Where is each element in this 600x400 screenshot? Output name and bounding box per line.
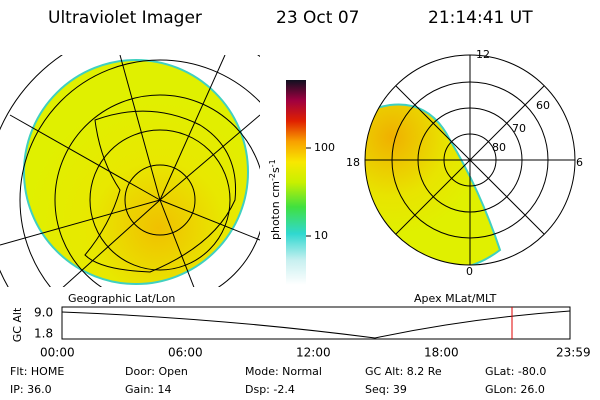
mlt-label: 6 [576, 156, 583, 169]
lat-label: 70 [512, 122, 526, 135]
timeline-x-label: 18:00 [424, 346, 459, 360]
date: 23 Oct 07 [276, 8, 359, 28]
unit: photon cm [269, 181, 282, 240]
status-field: Dsp: -2.4 [245, 383, 295, 396]
exponent: -2 [268, 173, 277, 181]
colorbar-tick-label: 10 [314, 229, 328, 242]
timeline-frame [61, 306, 571, 340]
timeline-x-label: 06:00 [168, 346, 203, 360]
geographic-image [0, 55, 260, 287]
timeline-x-label: 00:00 [40, 346, 75, 360]
altitude-curve [61, 310, 571, 339]
timeline-y-label: 1.8 [34, 327, 53, 341]
status-field: Flt: HOME [10, 365, 64, 378]
status-field: Door: Open [125, 365, 188, 378]
timeline-y-label: 9.0 [34, 306, 53, 320]
status-field: GC Alt: 8.2 Re [365, 365, 442, 378]
right-caption: Apex MLat/MLT [414, 292, 497, 305]
mlt-label: 18 [346, 156, 360, 169]
colorbar-tick-label: 100 [314, 141, 335, 154]
timeline-axis-label: GC Alt [11, 307, 24, 342]
left-caption: Geographic Lat/Lon [68, 292, 175, 305]
mlt-label: 12 [476, 48, 490, 61]
status-field: Seq: 39 [365, 383, 407, 396]
timeline-x-label: 12:00 [296, 346, 331, 360]
lat-label: 60 [536, 99, 550, 112]
status-field: Gain: 14 [125, 383, 172, 396]
exponent: -1 [268, 159, 277, 167]
time: 21:14:41 UT [428, 8, 533, 28]
status-field: Mode: Normal [245, 365, 322, 378]
unit: s [269, 167, 282, 173]
colorbar [286, 80, 306, 285]
title: Ultraviolet Imager [48, 8, 202, 28]
polar-image [364, 54, 576, 266]
lat-label: 80 [492, 141, 506, 154]
status-field: IP: 36.0 [10, 383, 52, 396]
colorbar-label: photon cm-2s-1 [268, 159, 283, 240]
status-field: GLon: 26.0 [485, 383, 545, 396]
footer: Flt: HOME Door: Open Mode: Normal GC Alt: 8… [10, 365, 546, 396]
timeline-x-label: 23:59 [556, 346, 591, 360]
mlt-label: 0 [466, 265, 473, 278]
status-field: GLat: -80.0 [485, 365, 546, 378]
